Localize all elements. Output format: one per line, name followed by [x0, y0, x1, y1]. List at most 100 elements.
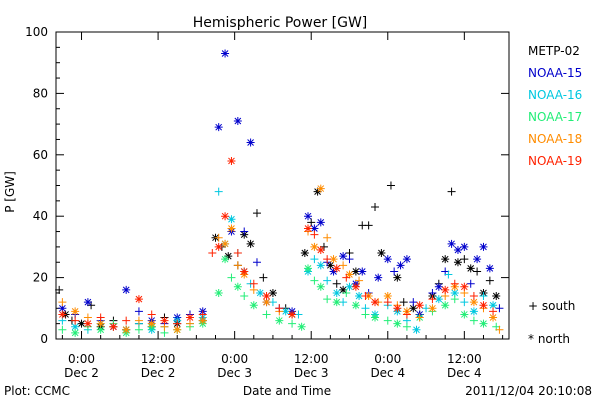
data-point [313, 187, 322, 196]
x-tick-time: 12:00 [447, 352, 482, 366]
y-tick-label: 60 [33, 148, 48, 162]
data-point [233, 282, 242, 291]
data-point [55, 285, 64, 294]
data-point [409, 304, 418, 313]
data-point [390, 267, 399, 276]
data-point [160, 316, 169, 325]
data-point [355, 276, 364, 285]
data-point [262, 298, 271, 307]
data-point [453, 245, 462, 254]
data-point [434, 282, 443, 291]
data-point [361, 310, 370, 319]
data-point [71, 328, 80, 337]
data-point [495, 325, 504, 334]
data-point [288, 319, 297, 328]
data-point [240, 292, 249, 301]
data-point [479, 301, 488, 310]
data-point [323, 276, 332, 285]
x-tick-date: Dec 2 [141, 366, 176, 380]
data-point [96, 313, 105, 322]
data-point [233, 249, 242, 258]
data-point [58, 304, 67, 313]
data-point [249, 279, 258, 288]
data-point [339, 285, 348, 294]
data-point [233, 261, 242, 270]
data-point [415, 301, 424, 310]
data-point [233, 117, 242, 126]
data-point [300, 249, 309, 258]
x-tick-date: Dec 4 [447, 366, 482, 380]
data-point [310, 224, 319, 233]
y-tick-label: 40 [33, 209, 48, 223]
y-axis: 0 20 40 60 80 100 [25, 25, 509, 346]
data-point [351, 267, 360, 276]
data-point [450, 279, 459, 288]
data-point [288, 310, 297, 319]
data-point [316, 282, 325, 291]
data-point [371, 298, 380, 307]
data-point [316, 184, 325, 193]
data-point [428, 304, 437, 313]
data-point [198, 310, 207, 319]
data-point [469, 316, 478, 325]
data-point [345, 282, 354, 291]
data-point [227, 224, 236, 233]
data-point [351, 301, 360, 310]
data-point [444, 270, 453, 279]
data-point [441, 255, 450, 264]
data-point [275, 316, 284, 325]
data-point [479, 319, 488, 328]
data-point [479, 242, 488, 251]
data-point [386, 181, 395, 190]
legend-item: NOAA-15 [528, 66, 582, 80]
marker-legend-north: * north [528, 332, 570, 346]
data-point [383, 292, 392, 301]
data-point [224, 252, 233, 261]
legend-item: NOAA-19 [528, 154, 582, 168]
y-tick-label: 20 [33, 271, 48, 285]
data-point [485, 264, 494, 273]
series-noaa-15 [58, 49, 504, 331]
data-point [134, 325, 143, 334]
data-point [402, 322, 411, 331]
footer-left: Plot: CCMC [4, 384, 70, 398]
data-point [323, 295, 332, 304]
data-point [316, 218, 325, 227]
legend-item: METP-02 [528, 44, 580, 58]
data-point [329, 255, 338, 264]
data-point [383, 255, 392, 264]
data-point [339, 261, 348, 270]
data-point [485, 276, 494, 285]
data-point [383, 298, 392, 307]
legend-item: NOAA-17 [528, 110, 582, 124]
data-point [412, 325, 421, 334]
data-point [377, 249, 386, 258]
data-point [479, 292, 488, 301]
data-point [281, 307, 290, 316]
data-point [469, 292, 478, 301]
data-point [316, 261, 325, 270]
data-point [71, 322, 80, 331]
data-point [329, 267, 338, 276]
data-point [371, 202, 380, 211]
data-point [316, 245, 325, 254]
data-point [58, 310, 67, 319]
x-tick-date: Dec 3 [217, 366, 252, 380]
data-point [339, 252, 348, 261]
data-point [96, 319, 105, 328]
data-point [147, 319, 156, 328]
data-point [428, 295, 437, 304]
data-point [275, 304, 284, 313]
data-point [71, 316, 80, 325]
x-tick-date: Dec 4 [370, 366, 405, 380]
data-point [460, 242, 469, 251]
data-point [393, 319, 402, 328]
data-point [134, 295, 143, 304]
data-point [351, 282, 360, 291]
data-point [246, 239, 255, 248]
data-point [304, 224, 313, 233]
data-point [214, 288, 223, 297]
data-point [332, 288, 341, 297]
